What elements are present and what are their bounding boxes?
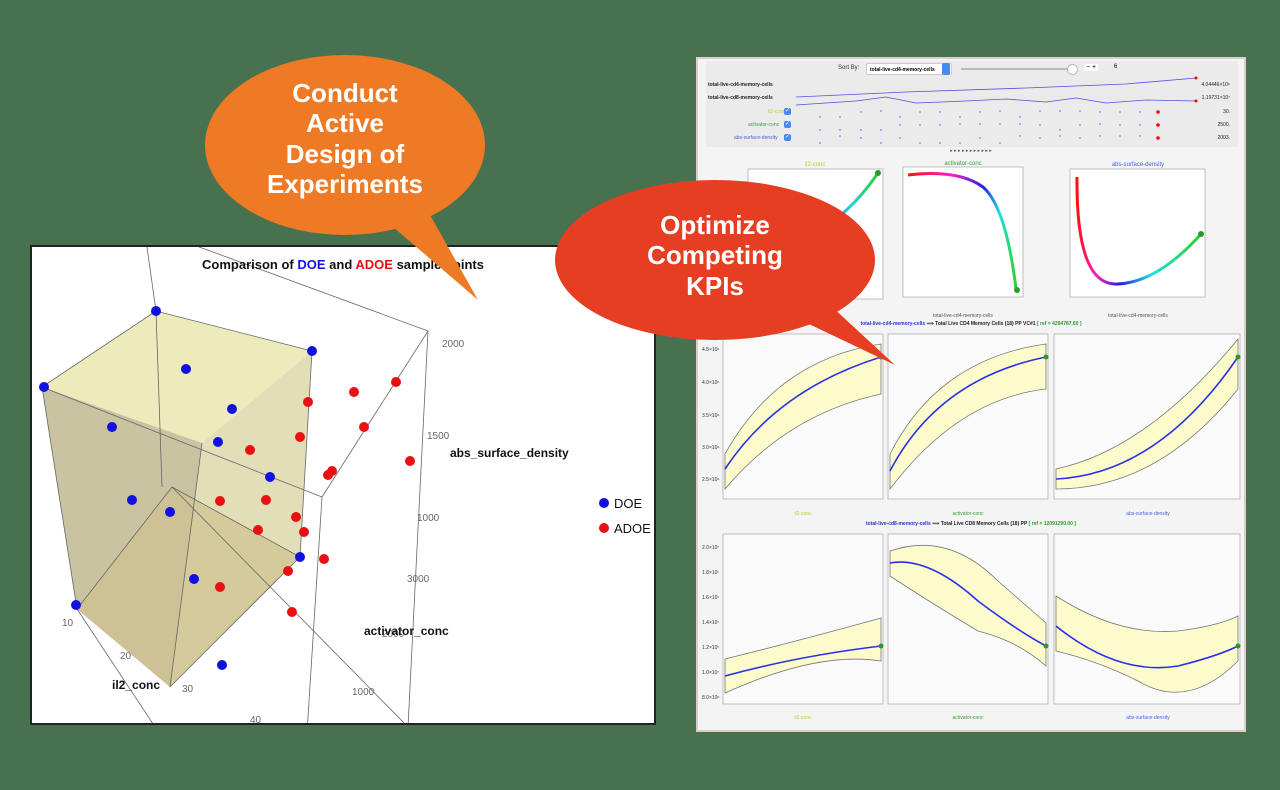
svg-text:40: 40 [250, 715, 262, 723]
svg-text:il2-conc: il2-conc [794, 715, 812, 721]
svg-text:3000: 3000 [407, 574, 430, 585]
abs-checkbox[interactable]: ✓ [784, 134, 791, 141]
activator-checkbox[interactable]: ✓ [784, 121, 791, 128]
svg-text:il2-conc: il2-conc [794, 511, 812, 517]
svg-text:1.0×10⁷: 1.0×10⁷ [702, 670, 719, 676]
svg-text:2000: 2000 [382, 629, 405, 640]
svg-text:3.5×10⁶: 3.5×10⁶ [702, 413, 720, 419]
svg-text:1.8×10⁷: 1.8×10⁷ [702, 570, 719, 576]
svg-text:activator-conc: activator-conc [952, 715, 984, 721]
pareto-plot-activator: activator-conc total-live-cd4-memory-cel… [902, 161, 1024, 319]
row-label-cd4: total-live-cd4-memory-cells [708, 82, 773, 88]
section-header-cd8: total-live-cd8-memory-cells ⟹ Total Live… [865, 521, 1076, 527]
row-value-cd4: 4.04446×10⁶ [1201, 82, 1230, 88]
row-label-abs: abs-surface-density [734, 135, 778, 141]
cd4-plot-abs: abs-surface-density [1053, 333, 1241, 517]
svg-text:abs-surface-density: abs-surface-density [1126, 511, 1170, 517]
cd8-plot-activator: activator-conc [887, 533, 1049, 721]
svg-text:abs-surface-density: abs-surface-density [1112, 162, 1164, 168]
sort-by-select[interactable]: total-live-cd4-memory-cells [866, 63, 952, 75]
svg-text:2000: 2000 [442, 339, 465, 350]
row-label-il2: il2-conc [768, 109, 786, 115]
slider-knob[interactable] [1067, 64, 1078, 75]
step-value: 6 [1114, 64, 1118, 70]
point-slider[interactable] [961, 68, 1069, 70]
il2-checkbox[interactable]: ✓ [784, 108, 791, 115]
svg-text:3.0×10⁶: 3.0×10⁶ [702, 445, 720, 451]
row-value-abs: 2003. [1217, 135, 1230, 141]
svg-text:abs_surface_density: abs_surface_density [450, 446, 569, 460]
cd8-plot-abs: abs-surface-density [1053, 533, 1241, 721]
svg-text:abs-surface-density: abs-surface-density [1126, 715, 1170, 721]
cd4-response-plots: 4.5×10⁶ 4.0×10⁶ 3.5×10⁶ 3.0×10⁶ 2.5×10⁶ il2-… [702, 333, 1241, 517]
svg-text:8.0×10⁶: 8.0×10⁶ [702, 695, 720, 701]
svg-text:1.2×10⁷: 1.2×10⁷ [702, 645, 719, 651]
svg-text:2.5×10⁶: 2.5×10⁶ [702, 477, 720, 483]
pareto-plot-abs: abs-surface-density total-live-cd4-memor… [1069, 162, 1206, 319]
cd4-plot-activator: activator-conc [887, 333, 1049, 517]
pager[interactable]: ▸ ▸ ▸ ▸ ▸ ▸ ▸ ▸ ▸ ▸ ▸ [950, 148, 992, 154]
svg-text:30: 30 [182, 684, 194, 695]
svg-text:4.0×10⁶: 4.0×10⁶ [702, 380, 720, 386]
svg-text:4.5×10⁶: 4.5×10⁶ [702, 347, 720, 353]
cd8-plot-il2: il2-conc [722, 533, 884, 721]
sort-by-label: Sort By: [838, 65, 860, 71]
svg-text:1.6×10⁷: 1.6×10⁷ [702, 595, 719, 601]
svg-text:activator-conc: activator-conc [944, 161, 981, 167]
svg-text:total-live-cd4-memory-cells: total-live-cd4-memory-cells [1108, 313, 1168, 319]
svg-text:2.0×10⁷: 2.0×10⁷ [702, 545, 719, 551]
sort-dropdown-arrow-icon[interactable] [942, 63, 950, 75]
callout-kpi: Optimize Competing KPIs [647, 210, 783, 301]
svg-text:DOE: DOE [614, 496, 643, 511]
parallel-sparklines [795, 76, 1198, 144]
row-value-activator: 2500. [1217, 122, 1230, 128]
svg-text:activator-conc: activator-conc [952, 511, 984, 517]
svg-text:20: 20 [120, 651, 132, 662]
row-label-cd8: total-live-cd8-memory-cells [708, 95, 773, 101]
svg-text:total-live-cd4-memory-cells: total-live-cd4-memory-cells [933, 313, 993, 319]
cd4-plot-il2: il2-conc [722, 333, 884, 517]
chart-title: Comparison of DOE and ADOE sample points [202, 257, 484, 272]
scatter-3d-plot: 2000 1500 1000 3000 2000 1000 10 20 30 4… [39, 247, 651, 723]
svg-text:ADOE: ADOE [614, 521, 651, 536]
section-header-cd4: total-live-cd4-memory-cells ⟹ Total Live… [860, 321, 1082, 327]
control-bar: Sort By: total-live-cd4-memory-cells − +… [706, 61, 1238, 147]
callout-doe: Conduct Active Design of Experiments [266, 78, 424, 200]
pareto-dashboard: Sort By: total-live-cd4-memory-cells − +… [696, 57, 1246, 732]
row-value-il2: 30. [1223, 109, 1230, 115]
svg-text:1000: 1000 [352, 687, 375, 698]
svg-text:il2-conc: il2-conc [805, 162, 826, 168]
doe-comparison-chart: 2000 1500 1000 3000 2000 1000 10 20 30 4… [30, 245, 656, 725]
svg-text:1500: 1500 [427, 431, 450, 442]
row-value-cd8: 1.19731×10⁷ [1201, 95, 1230, 101]
legend: DOE ADOE [599, 496, 651, 536]
svg-text:10: 10 [62, 618, 74, 629]
row-label-activator: activator-conc [748, 122, 780, 128]
stepper[interactable]: − + [1084, 64, 1099, 71]
svg-text:1.4×10⁷: 1.4×10⁷ [702, 620, 719, 626]
svg-text:il2_conc: il2_conc [112, 678, 160, 692]
cd8-response-plots: 2.0×10⁷ 1.8×10⁷ 1.6×10⁷ 1.4×10⁷ 1.2×10⁷ 1.0×1… [702, 533, 1241, 721]
svg-text:1000: 1000 [417, 513, 440, 524]
svg-text:activator_conc: activator_conc [364, 624, 449, 638]
